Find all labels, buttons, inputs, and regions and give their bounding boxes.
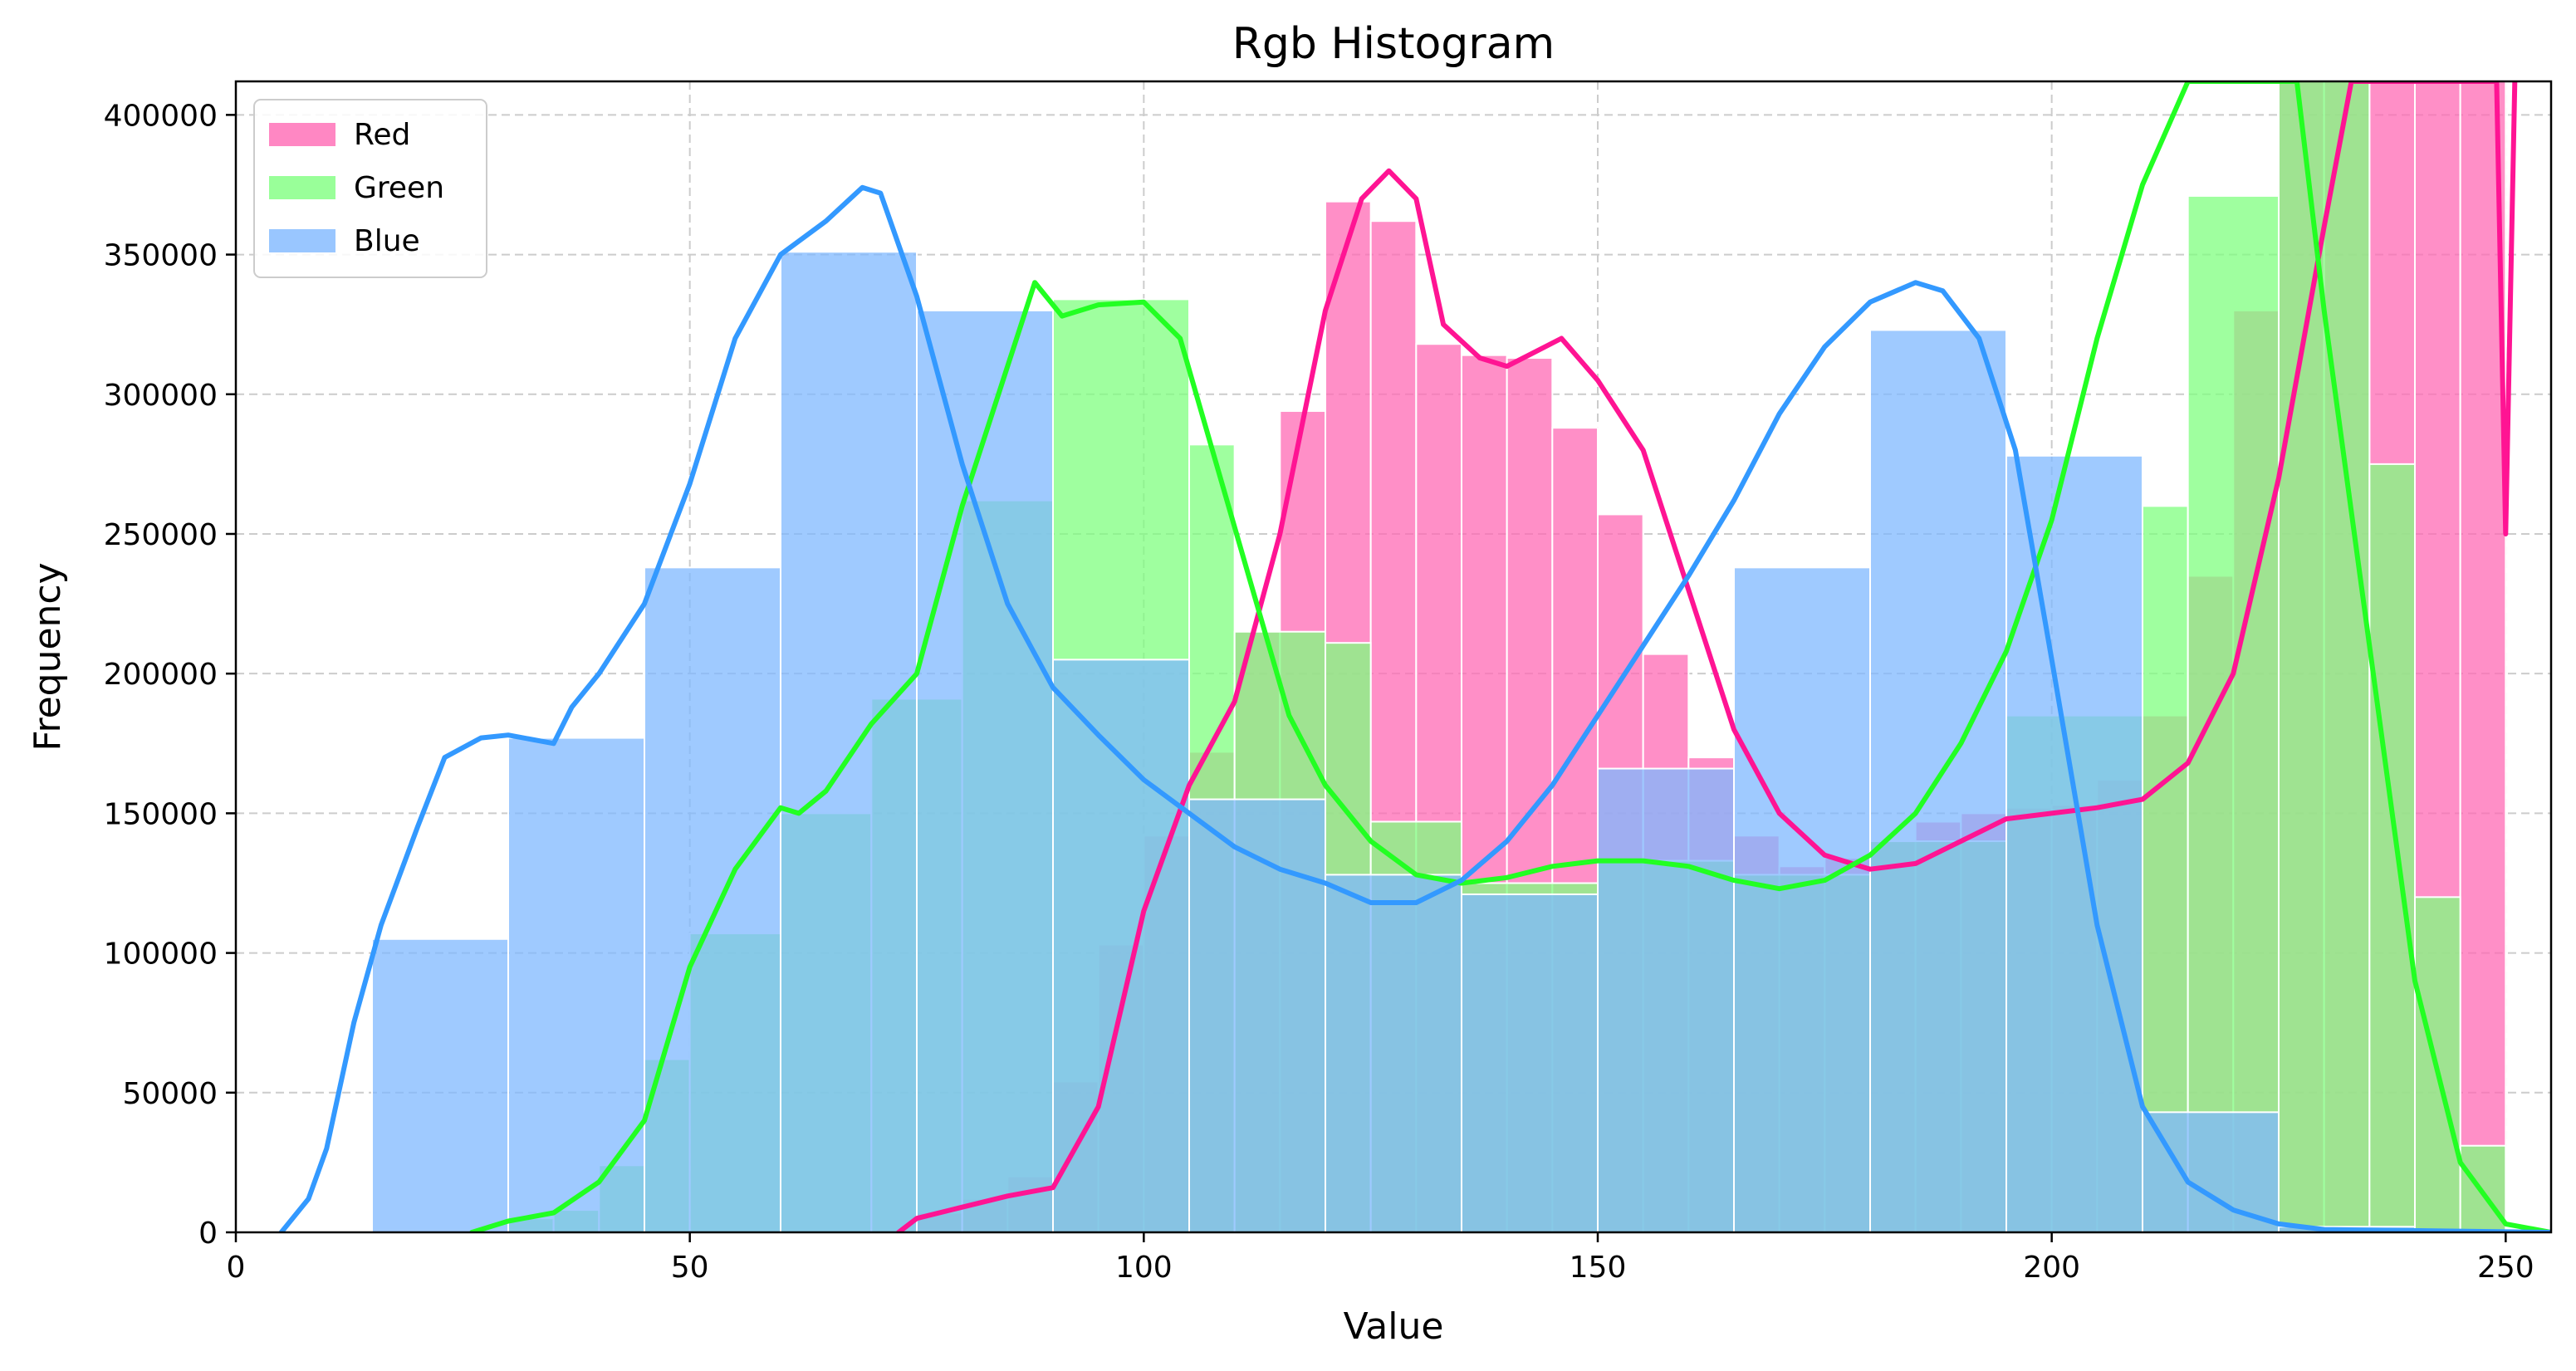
curve-blue	[278, 184, 2551, 1232]
bar-green-18	[2142, 505, 2189, 1232]
chart-title: Rgb Histogram	[1232, 19, 1555, 69]
y-tick-label-4: 200000	[104, 658, 218, 692]
bar-blue-7	[1325, 874, 1462, 1232]
bar-blue-8	[1461, 893, 1599, 1232]
series-blue-bars	[371, 251, 2416, 1232]
y-tick-label-8: 400000	[104, 99, 218, 133]
bar-blue-12	[2005, 454, 2143, 1232]
bar-green-20	[2278, 81, 2371, 1232]
x-tick-label-3: 150	[1570, 1251, 1627, 1285]
bar-blue-10	[1733, 566, 1871, 1232]
bar-green-19	[2187, 194, 2280, 1232]
bars	[371, 81, 2507, 1232]
density-curves	[278, 81, 2551, 1232]
y-tick-label-2: 100000	[104, 938, 218, 972]
x-tick-label-1: 50	[671, 1251, 709, 1285]
bar-blue-2	[644, 566, 781, 1232]
x-tick-label-0: 0	[227, 1251, 246, 1285]
legend: Red Green Blue	[253, 99, 487, 278]
curve-green	[469, 81, 2551, 1232]
y-tick-label-6: 300000	[104, 379, 218, 413]
y-axis-label: Frequency	[27, 562, 69, 751]
legend-swatch-green	[269, 176, 335, 199]
y-tick-label-3: 150000	[104, 797, 218, 831]
bar-blue-13	[2142, 1111, 2280, 1232]
bar-blue-6	[1188, 798, 1326, 1232]
plot-frame	[234, 80, 2553, 1234]
curve-red	[896, 81, 2518, 1232]
bar-blue-4	[916, 309, 1054, 1232]
legend-label-red: Red	[354, 118, 410, 152]
y-tick-label-1: 50000	[122, 1077, 218, 1111]
legend-swatch-blue	[269, 229, 335, 252]
bar-blue-9	[1597, 767, 1735, 1232]
bar-green-21	[2368, 463, 2416, 1232]
x-axis-label: Value	[1344, 1305, 1444, 1348]
y-tick-label-7: 350000	[104, 239, 218, 273]
y-tick-label-0: 0	[198, 1217, 218, 1251]
x-tick-label-4: 200	[2023, 1251, 2080, 1285]
bar-blue-3	[780, 251, 918, 1232]
legend-label-blue: Blue	[354, 224, 420, 258]
x-tick-label-2: 100	[1115, 1251, 1173, 1285]
bar-blue-1	[507, 737, 645, 1232]
axis-ticks: 0 50 100 150 200 250 0 50000 100000 150000 200000 2…	[104, 99, 2534, 1285]
x-tick-label-5: 250	[2477, 1251, 2534, 1285]
y-tick-label-5: 250000	[104, 518, 218, 552]
bar-blue-0	[371, 938, 509, 1232]
legend-label-green: Green	[354, 171, 444, 205]
legend-swatch-red	[269, 123, 335, 146]
